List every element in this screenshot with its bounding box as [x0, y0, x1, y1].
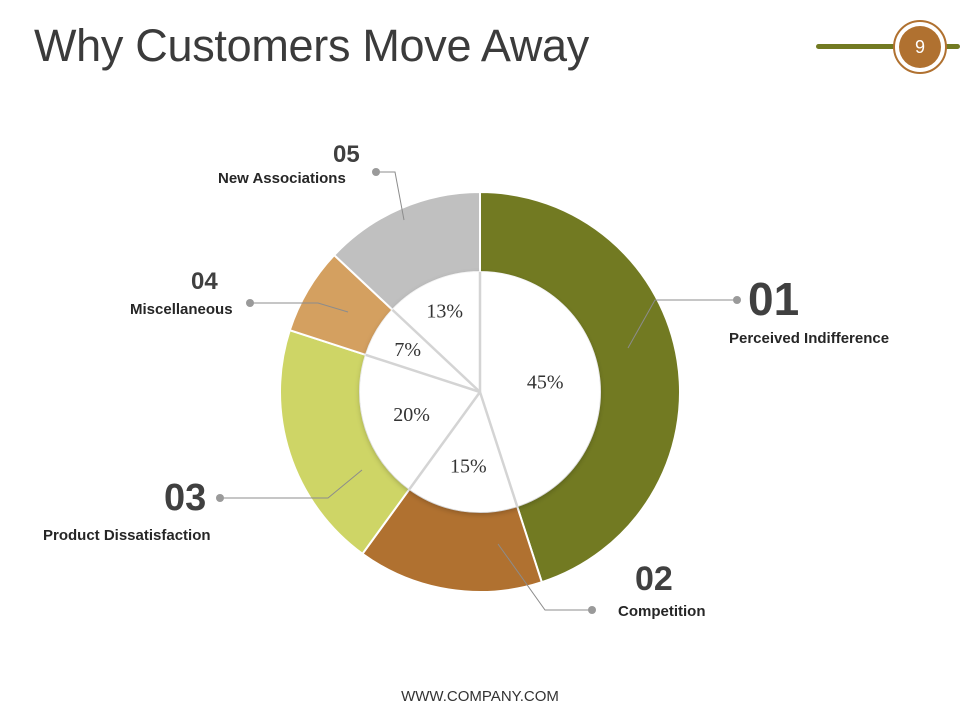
inner-divider-03 [408, 391, 482, 490]
inner-divider-04 [365, 353, 481, 394]
slice-number-02: 02 [635, 560, 673, 598]
page-number: 9 [899, 26, 941, 68]
slice-number-01: 01 [748, 273, 800, 325]
footer-website: WWW.COMPANY.COM [401, 688, 559, 705]
slice-label-04: Miscellaneous [130, 301, 233, 318]
slice-label-01: Perceived Indifference [729, 330, 890, 347]
value-label-03: 20% [393, 404, 430, 426]
inner-dividers [365, 272, 519, 507]
leader-dot-03 [216, 494, 224, 502]
leader-dot-02 [588, 606, 596, 614]
inner-divider-05 [391, 308, 481, 393]
value-label-04: 7% [394, 339, 421, 361]
leader-dot-04 [246, 299, 254, 307]
inner-divider-02 [478, 391, 519, 507]
page-number-badge: 9 [893, 20, 947, 74]
slice-label-02: Competition [618, 603, 706, 620]
slice-number-05: 05 [333, 141, 360, 168]
leader-line-02 [497, 543, 590, 611]
label-connectors [216, 168, 741, 614]
leader-line-05 [378, 171, 405, 221]
slice-label-05: New Associations [218, 170, 346, 187]
inner-value-labels: 45% 15% 20% 7%13% [393, 301, 563, 478]
leader-line-03 [222, 469, 363, 499]
leader-dot-01 [733, 296, 741, 304]
page-title: Why Customers Move Away [34, 20, 589, 71]
value-label-01: 45% [527, 372, 564, 394]
slice-number-04: 04 [191, 268, 218, 295]
value-label-05: 13% [426, 301, 463, 323]
leader-line-04 [252, 302, 349, 313]
slice-label-03: Product Dissatisfaction [43, 527, 211, 544]
value-label-02: 15% [450, 455, 487, 477]
leader-line-01 [627, 299, 735, 349]
leader-dot-05 [372, 168, 380, 176]
slice-number-03: 03 [164, 477, 207, 519]
header-accent-line [816, 44, 960, 49]
